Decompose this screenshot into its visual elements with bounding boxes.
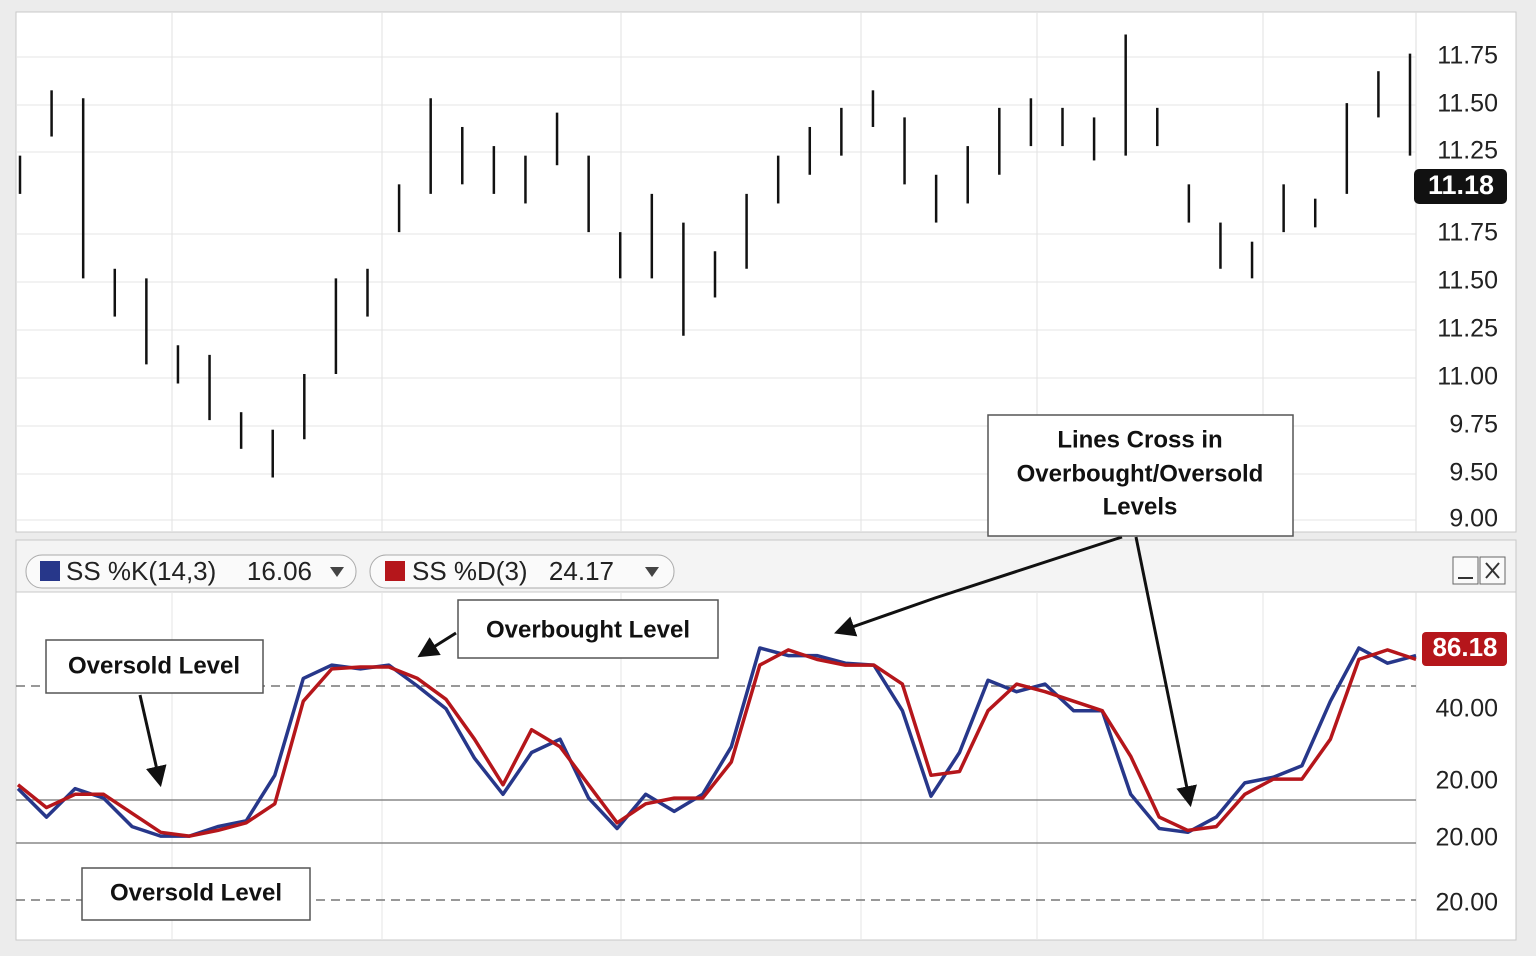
annotation-box <box>987 414 1294 537</box>
y-axis-label: 9.00 <box>1449 505 1498 533</box>
arrow <box>138 694 167 788</box>
arrow <box>417 631 457 658</box>
legend-value: 24.17 <box>549 556 614 586</box>
legend-name: SS %D(3) <box>412 556 528 586</box>
annotation-box <box>45 639 264 694</box>
legend-swatch <box>40 561 60 581</box>
annotation-text: Oversold Level <box>110 879 282 906</box>
y-axis-label: 11.00 <box>1437 363 1498 391</box>
annotation-box <box>81 867 311 921</box>
legend-name: SS %K(14,3) <box>66 556 216 586</box>
legend-pill[interactable] <box>369 554 675 589</box>
y-axis-label: 9.75 <box>1449 411 1498 439</box>
marks: 11.75 11.50 11.25 11.75 11.50 11.25 11.00 9.75 9… <box>16 34 1498 917</box>
legend-pill[interactable] <box>25 554 357 589</box>
y-axis-label: 11.25 <box>1437 315 1498 343</box>
last-value-badge <box>1422 632 1507 666</box>
arrow <box>834 535 1123 637</box>
annotation-box <box>457 599 719 659</box>
annotation-text: Oversold Level <box>68 652 240 679</box>
dropdown-icon <box>330 567 344 577</box>
dropdown-icon <box>645 567 659 577</box>
last-price: 11.18 <box>1428 170 1494 200</box>
legend-swatch <box>385 561 405 581</box>
y-axis-label: 11.50 <box>1437 90 1498 118</box>
y-axis-label: 11.25 <box>1437 137 1498 165</box>
minimize-button[interactable] <box>1452 556 1479 585</box>
y-axis-label: 9.50 <box>1449 459 1498 487</box>
indicator-line <box>16 646 1417 838</box>
y-axis-label: 11.75 <box>1437 42 1498 70</box>
annotation-text: Overbought/Oversold <box>1017 460 1264 487</box>
y-axis-label: 11.75 <box>1437 219 1498 247</box>
annotation-text: Lines Cross in <box>1057 426 1222 453</box>
annotation-text: Levels <box>1103 493 1178 520</box>
y-axis-label: 20.00 <box>1435 767 1498 795</box>
y-axis-label: 20.00 <box>1435 824 1498 852</box>
y-axis-label: 20.00 <box>1435 889 1498 917</box>
arrow <box>1134 536 1197 808</box>
annotation-text: Overbought Level <box>486 616 690 643</box>
last-price-badge <box>1414 169 1507 204</box>
close-icon <box>1485 562 1500 579</box>
y-axis-label: 40.00 <box>1435 695 1498 723</box>
legend-value: 16.06 <box>247 556 312 586</box>
y-axis-label: 11.50 <box>1437 267 1498 295</box>
indicator-line <box>16 648 1417 838</box>
last-value: 86.18 <box>1432 632 1497 662</box>
vertical-grid <box>16 12 1416 940</box>
